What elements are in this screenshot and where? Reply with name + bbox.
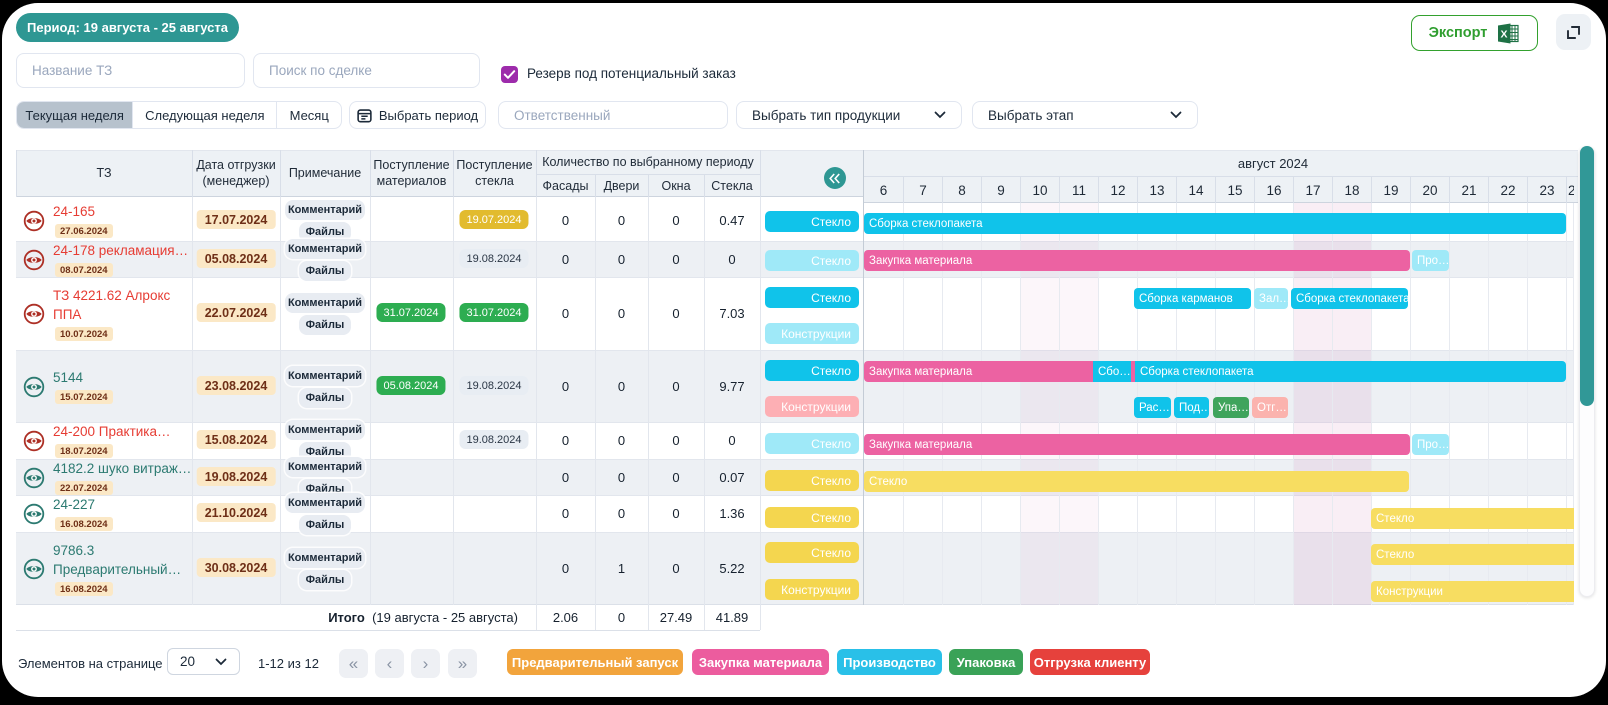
svg-text:X: X bbox=[1501, 28, 1508, 40]
